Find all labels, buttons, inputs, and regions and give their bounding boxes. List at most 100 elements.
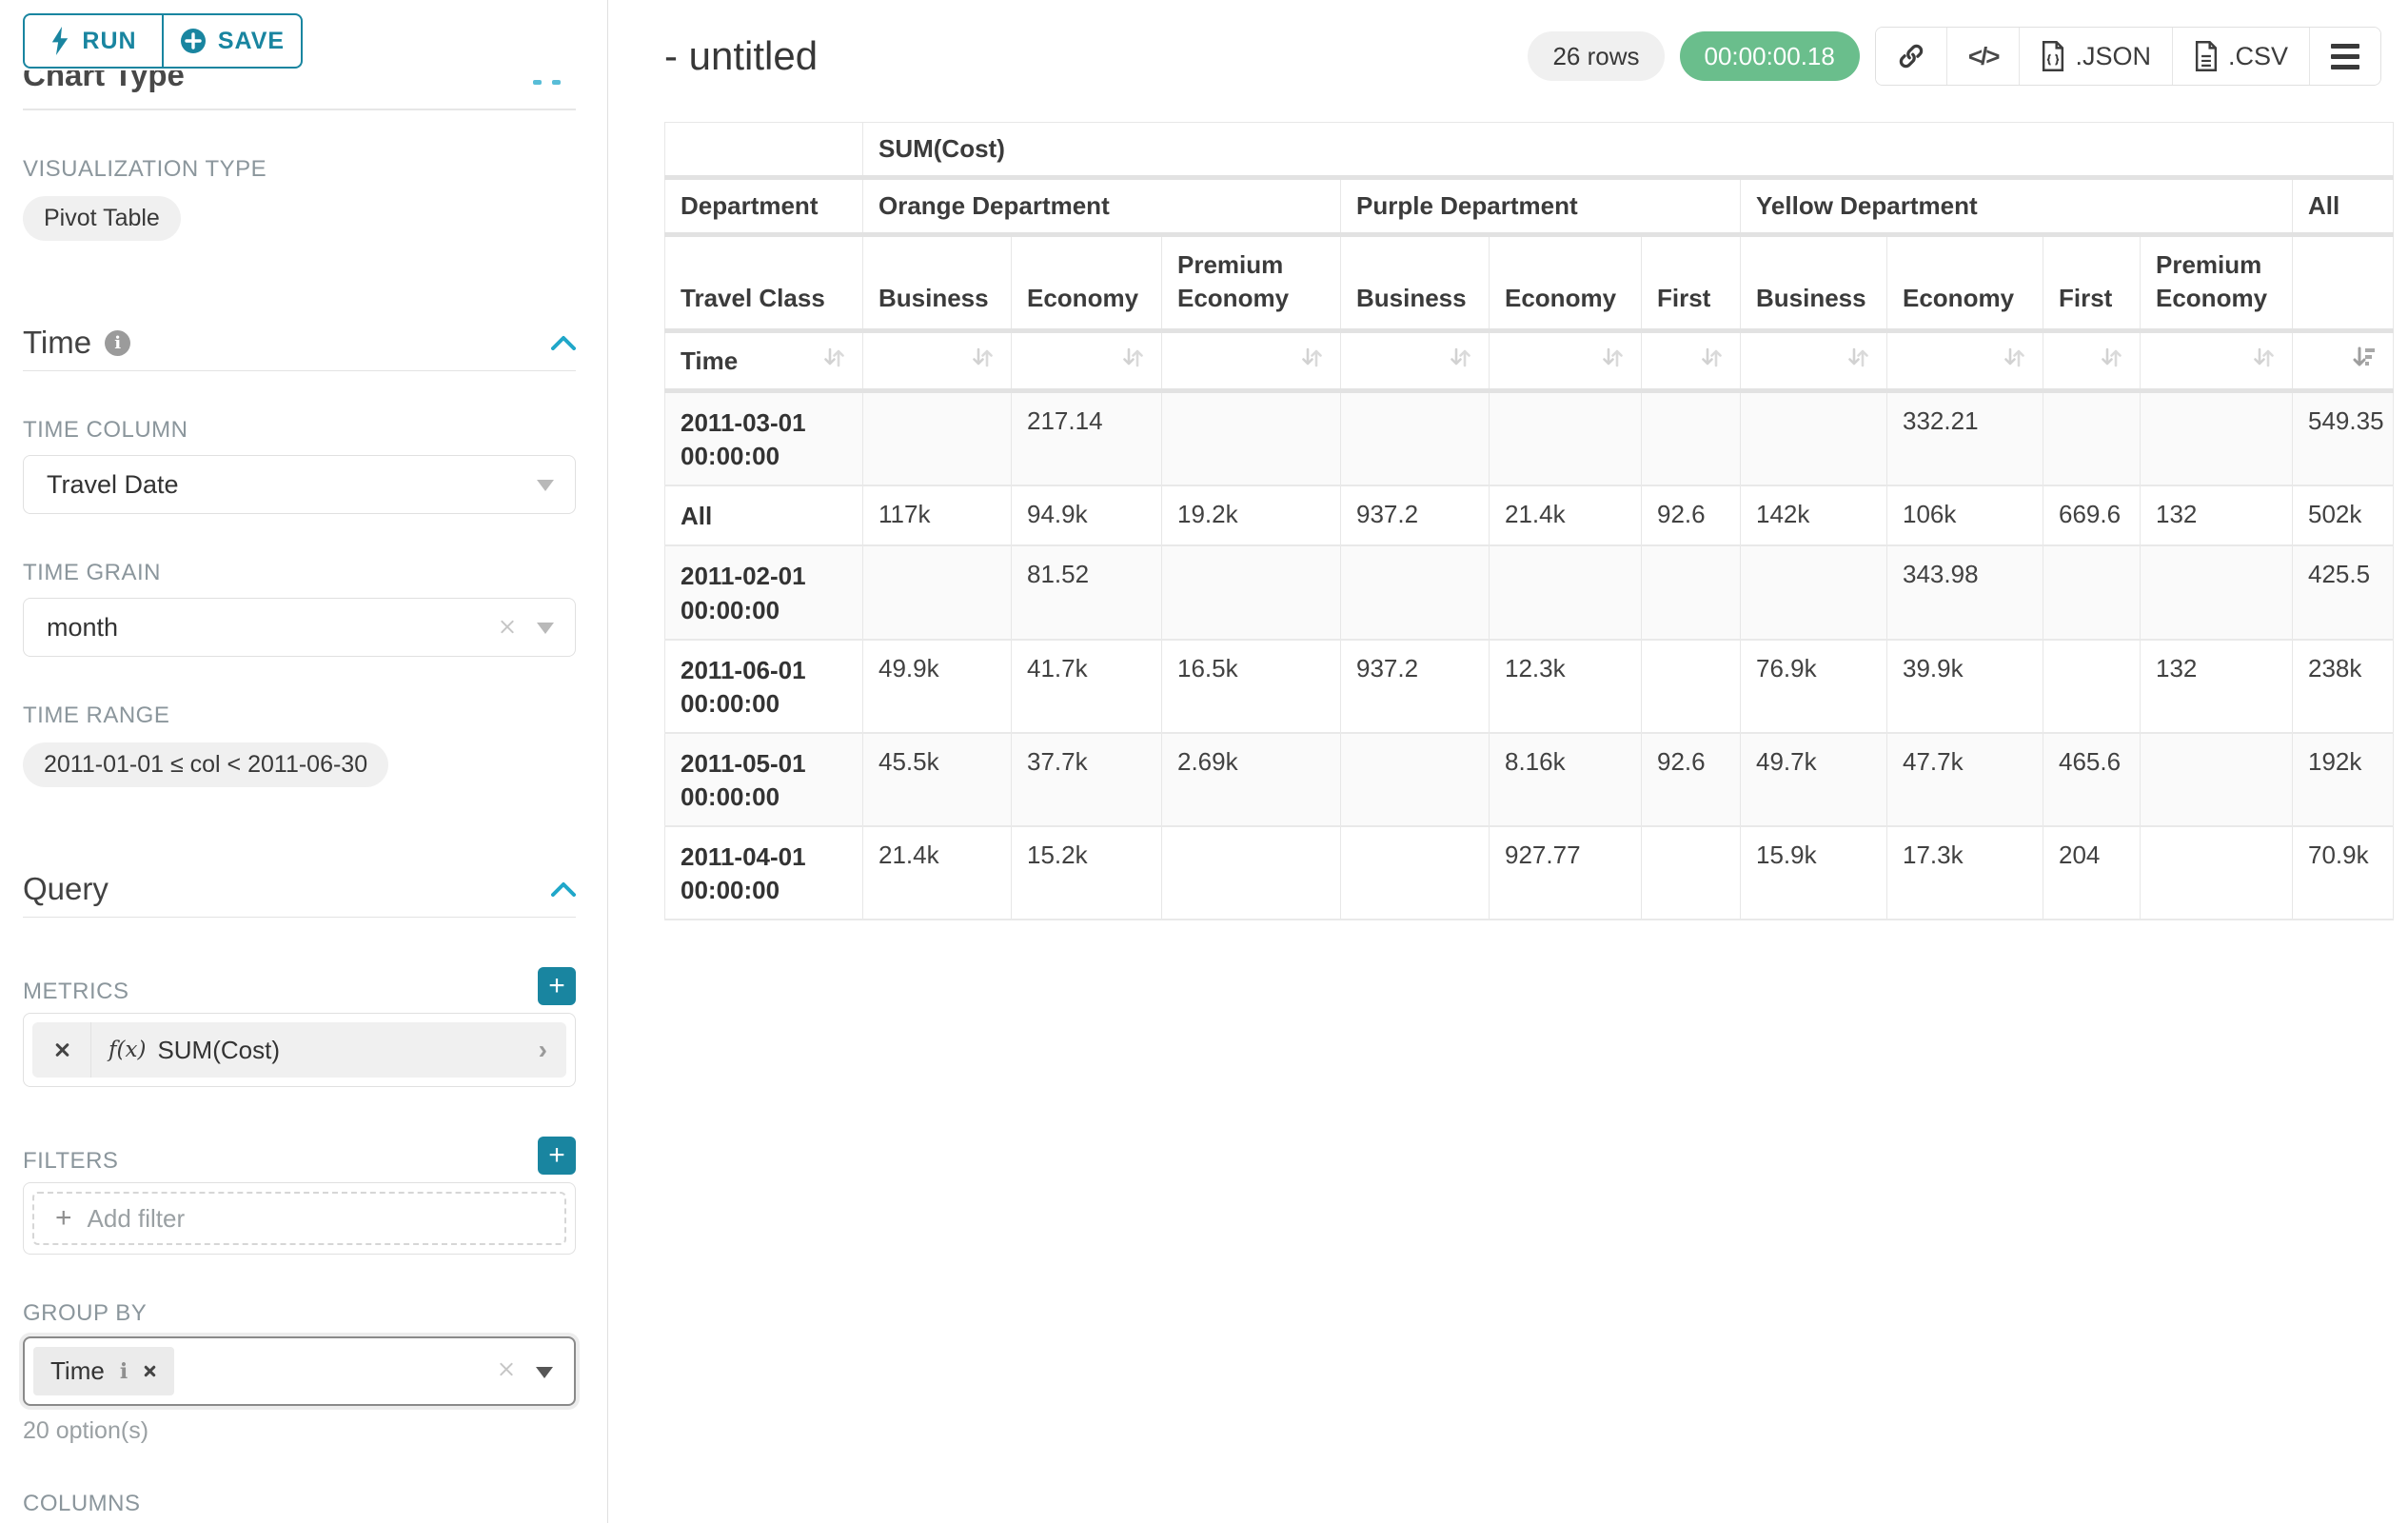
sort-updown-icon[interactable] <box>1600 345 1626 377</box>
copy-link-button[interactable] <box>1875 28 1946 85</box>
time-column-label: TIME COLUMN <box>23 417 188 443</box>
export-button-group: </> .JSON .CSV <box>1874 27 2381 86</box>
sort-updown-icon[interactable] <box>970 345 996 377</box>
travel-class-header[interactable]: First <box>2043 233 2141 332</box>
chart-area: - untitled 26 rows 00:00:00.18 </> .JSON <box>609 0 2408 1523</box>
time-sort-header[interactable]: Time <box>664 330 863 392</box>
column-sort-header[interactable] <box>862 330 1012 392</box>
travel-class-header[interactable]: Business <box>1740 233 1887 332</box>
column-sort-header[interactable] <box>1340 330 1490 392</box>
hamburger-menu-icon <box>2331 43 2359 69</box>
embed-code-button[interactable]: </> <box>1945 28 2020 85</box>
department-group-header[interactable]: Orange Department <box>862 177 1341 235</box>
clear-icon[interactable] <box>499 613 516 643</box>
code-icon: </> <box>1967 41 2001 70</box>
travel-class-header[interactable]: Business <box>862 233 1012 332</box>
time-column-select[interactable]: Travel Date <box>23 455 576 514</box>
pivot-value-cell <box>2140 825 2293 920</box>
column-sort-header[interactable] <box>2291 330 2395 392</box>
pivot-value-cell: 41.7k <box>1011 639 1162 734</box>
metric-chip[interactable]: f(x) SUM(Cost) › <box>32 1022 566 1078</box>
travel-class-header[interactable]: Economy <box>1011 233 1162 332</box>
pivot-value-cell: 332.21 <box>1886 390 2043 486</box>
column-sort-header[interactable] <box>1011 330 1162 392</box>
chart-title[interactable]: - untitled <box>664 33 819 78</box>
run-button-label: RUN <box>82 27 137 54</box>
sort-updown-icon[interactable] <box>1699 345 1725 377</box>
section-divider <box>23 917 576 918</box>
more-options-button[interactable] <box>2309 28 2380 85</box>
run-button[interactable]: RUN <box>23 13 163 69</box>
clear-icon[interactable] <box>498 1360 515 1382</box>
time-grain-value: month <box>47 612 119 642</box>
pivot-value-cell <box>2043 544 2141 641</box>
pivot-table-container: SUM(Cost) Department Orange Department Purp… <box>664 122 2408 920</box>
pivot-value-cell: 142k <box>1740 485 1887 546</box>
chevron-up-icon[interactable] <box>551 881 576 897</box>
pivot-value-cell: 19.2k <box>1161 485 1341 546</box>
sort-updown-icon[interactable] <box>2251 345 2277 377</box>
travel-class-header[interactable] <box>2291 233 2395 332</box>
sort-updown-icon[interactable] <box>1120 345 1146 377</box>
pivot-value-cell: 8.16k <box>1489 732 1642 827</box>
save-button[interactable]: SAVE <box>163 13 303 69</box>
pivot-value-cell <box>2140 544 2293 641</box>
travel-class-header[interactable]: Premium Economy <box>1161 233 1341 332</box>
pivot-value-cell <box>1161 825 1341 920</box>
pivot-value-cell <box>1641 544 1741 641</box>
chevron-up-icon[interactable] <box>551 335 576 350</box>
pivot-value-cell: 238k <box>2291 639 2395 734</box>
group-by-select[interactable]: Time i <box>23 1336 576 1406</box>
travel-class-header[interactable]: Business <box>1340 233 1490 332</box>
metric-chip-label: SUM(Cost) <box>157 1035 280 1064</box>
travel-class-header[interactable]: Economy <box>1886 233 2043 332</box>
add-filter-button[interactable]: + Add filter <box>32 1192 566 1245</box>
pivot-value-cell <box>1489 544 1642 641</box>
sort-updown-icon[interactable] <box>1299 345 1325 377</box>
column-sort-header[interactable] <box>1740 330 1887 392</box>
department-group-header[interactable]: All <box>2291 177 2395 235</box>
pivot-value-cell: 76.9k <box>1740 639 1887 734</box>
column-sort-header[interactable] <box>1489 330 1642 392</box>
column-sort-header[interactable] <box>1161 330 1341 392</box>
chevron-right-icon[interactable]: › <box>538 1035 547 1064</box>
pivot-value-cell <box>1740 390 1887 486</box>
pivot-value-cell: 49.9k <box>862 639 1012 734</box>
pivot-value-cell: 70.9k <box>2291 825 2395 920</box>
time-range-value[interactable]: 2011-01-01 ≤ col < 2011-06-30 <box>23 742 389 787</box>
pivot-value-cell <box>1340 390 1490 486</box>
pivot-value-cell: 37.7k <box>1011 732 1162 827</box>
pivot-value-cell <box>1161 390 1341 486</box>
pivot-value-cell: 669.6 <box>2043 485 2141 546</box>
time-grain-select[interactable]: month <box>23 598 576 657</box>
remove-metric-icon[interactable] <box>32 1022 91 1078</box>
sort-updown-icon[interactable] <box>1448 345 1473 377</box>
remove-chip-icon[interactable] <box>143 1364 157 1378</box>
travel-class-header[interactable]: Economy <box>1489 233 1642 332</box>
column-sort-header[interactable] <box>2043 330 2141 392</box>
add-metric-button[interactable]: + <box>538 967 576 1005</box>
sort-updown-icon[interactable] <box>821 345 847 377</box>
column-sort-header[interactable] <box>1641 330 1741 392</box>
sort-updown-icon[interactable] <box>2002 345 2027 377</box>
time-section-header[interactable]: Time i <box>23 325 576 361</box>
sort-updown-icon[interactable] <box>1845 345 1871 377</box>
pivot-value-cell: 12.3k <box>1489 639 1642 734</box>
visualization-type-value[interactable]: Pivot Table <box>23 196 181 241</box>
department-group-header[interactable]: Yellow Department <box>1740 177 2293 235</box>
export-json-button[interactable]: .JSON <box>2019 28 2172 85</box>
column-sort-header[interactable] <box>1886 330 2043 392</box>
sort-updown-icon[interactable] <box>2099 345 2124 377</box>
query-section-header[interactable]: Query <box>23 871 576 907</box>
travel-class-header[interactable]: First <box>1641 233 1741 332</box>
pivot-value-cell <box>1340 544 1490 641</box>
group-by-chip[interactable]: Time i <box>33 1347 175 1395</box>
column-sort-header[interactable] <box>2140 330 2293 392</box>
pivot-value-cell: 81.52 <box>1011 544 1162 641</box>
department-group-header[interactable]: Purple Department <box>1340 177 1741 235</box>
add-filter-plus-button[interactable]: + <box>538 1137 576 1175</box>
travel-class-header[interactable]: Premium Economy <box>2140 233 2293 332</box>
pivot-value-cell <box>2140 390 2293 486</box>
sort-descending-icon[interactable] <box>2352 345 2378 377</box>
export-csv-button[interactable]: .CSV <box>2171 28 2309 85</box>
